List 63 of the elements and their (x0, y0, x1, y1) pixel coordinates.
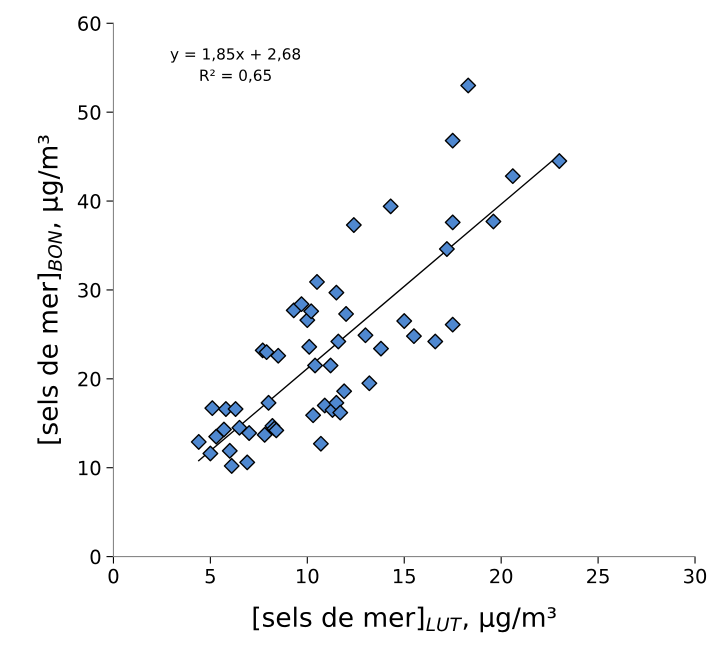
point (256, 426, 273, 443)
point (222, 442, 238, 459)
point (305, 407, 322, 424)
point (294, 296, 310, 312)
y-tick-label: 60 (78, 16, 100, 31)
point (336, 383, 352, 400)
point (372, 340, 389, 357)
point (224, 458, 240, 474)
point (406, 328, 422, 344)
point (322, 358, 339, 374)
point (332, 404, 348, 421)
y-tick-label: 10 (79, 460, 100, 476)
y-tick-label: 30 (78, 282, 100, 298)
y-tick-label: 50 (78, 105, 100, 120)
point (338, 306, 354, 322)
point (228, 401, 244, 418)
x-tick-label: 0 (108, 568, 118, 584)
point (190, 434, 207, 450)
point (270, 348, 286, 364)
point (396, 313, 412, 330)
point (460, 78, 476, 94)
point (328, 284, 344, 301)
point (551, 153, 568, 170)
y-tick-label: 40 (78, 194, 100, 209)
point (444, 214, 461, 230)
point (444, 132, 461, 149)
point (258, 344, 275, 360)
x-tick-label: 10 (297, 568, 318, 584)
x-tick-label: 20 (490, 568, 512, 584)
y-axis-title: [sels de mer]$_{BON}$, µg/m³ (37, 136, 63, 444)
point (328, 394, 344, 411)
point (202, 446, 218, 462)
point (216, 422, 232, 438)
point (330, 334, 346, 350)
point (438, 241, 455, 258)
point (303, 303, 320, 320)
point (309, 274, 325, 290)
point (241, 425, 258, 442)
point (231, 420, 248, 436)
point (504, 168, 521, 184)
point (361, 375, 378, 392)
annotation: R² = 0,65 (200, 69, 271, 83)
x-tick-label: 30 (684, 568, 706, 584)
point (312, 436, 329, 452)
x-axis-title: [sels de mer]$_{LUT}$, µg/m³ (254, 606, 556, 632)
y-tick-label: 20 (78, 372, 100, 386)
point (346, 217, 362, 234)
point (444, 316, 461, 333)
point (239, 454, 256, 470)
point (204, 400, 220, 416)
point (260, 394, 277, 411)
point (382, 198, 399, 214)
point (357, 327, 374, 344)
annotation: y = 1,85x + 2,68 (170, 48, 300, 63)
point (427, 334, 444, 350)
point (307, 358, 324, 374)
x-tick-label: 25 (587, 568, 609, 584)
point (208, 428, 224, 445)
point (301, 338, 318, 355)
x-tick-label: 5 (206, 569, 215, 584)
x-tick-label: 15 (394, 569, 415, 584)
point (485, 214, 502, 230)
y-tick-label: 0 (90, 550, 100, 564)
